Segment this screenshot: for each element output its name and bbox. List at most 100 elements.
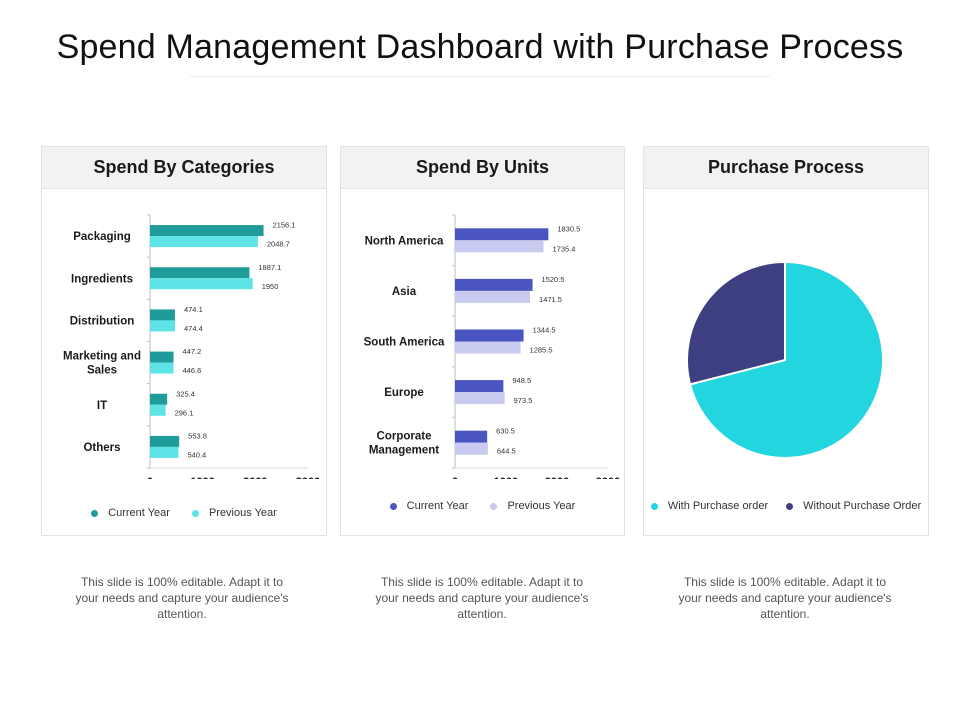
- data-label-previous-asia: 1471.5: [539, 295, 562, 304]
- category-label-marketing-and-sales: Marketing and: [63, 351, 141, 363]
- bar-previous-distribution: [150, 320, 175, 332]
- legend-current-year-label: Current Year: [108, 507, 170, 519]
- category-label-asia: Asia: [392, 286, 417, 298]
- legend-with-purchase-order-marker: [650, 502, 658, 510]
- legend-previous-year-label: Previous Year: [507, 500, 576, 512]
- category-label-marketing-and-sales: Sales: [87, 365, 117, 377]
- data-label-previous-it: 296.1: [175, 408, 194, 417]
- legend-with-purchase-order: With Purchase order: [650, 500, 769, 512]
- data-label-previous-marketing-and-sales: 446.6: [183, 366, 202, 375]
- legend-previous-year: Previous Year: [490, 500, 575, 512]
- bar-current-others: [150, 435, 180, 447]
- bar-current-distribution: [150, 309, 175, 321]
- x-tick-label-1000: 1000: [494, 476, 518, 479]
- data-label-previous-europe: 973.5: [514, 396, 533, 405]
- data-label-previous-others: 540.4: [187, 450, 206, 459]
- bar-current-packaging: [150, 225, 264, 237]
- units-legend: Current Year Previous Year: [341, 500, 624, 512]
- data-label-current-asia: 1520.5: [542, 275, 565, 284]
- category-label-ingredients: Ingredients: [71, 273, 133, 285]
- categories-note: This slide is 100% editable. Adapt it to…: [75, 575, 289, 621]
- data-label-current-packaging: 2156.1: [273, 221, 296, 230]
- units-note: This slide is 100% editable. Adapt it to…: [375, 575, 589, 621]
- bar-current-corporate-management: [455, 430, 488, 443]
- page-title: Spend Management Dashboard with Purchase…: [56, 28, 904, 66]
- categories-legend: Current Year Previous Year: [42, 507, 326, 519]
- data-label-current-ingredients: 1887.1: [258, 263, 281, 272]
- purchase-process-pie-chart: [686, 260, 884, 459]
- bar-previous-north-america: [455, 240, 544, 253]
- bar-previous-packaging: [150, 236, 258, 248]
- x-tick-label-2000: 2000: [545, 476, 569, 479]
- bar-previous-corporate-management: [455, 442, 488, 455]
- legend-without-purchase-order-label: Without Purchase Order: [803, 500, 922, 512]
- purchase-note: This slide is 100% editable. Adapt it to…: [678, 575, 892, 621]
- data-label-previous-corporate-management: 644.5: [497, 447, 516, 456]
- category-label-it: IT: [97, 400, 107, 412]
- category-label-packaging: Packaging: [73, 231, 131, 243]
- bar-current-ingredients: [150, 267, 250, 279]
- data-label-current-it: 325.4: [176, 389, 195, 398]
- spend-by-categories-chart: 0 1000 2000 3000 Packaging 2156.1 2048.7 Ingred…: [63, 214, 320, 479]
- data-label-current-marketing-and-sales: 447.2: [183, 347, 202, 356]
- data-label-previous-packaging: 2048.7: [267, 240, 290, 249]
- spend-by-categories-header: Spend By Categories: [42, 147, 326, 189]
- legend-current-year-label: Current Year: [406, 500, 469, 512]
- data-label-current-distribution: 474.1: [184, 305, 203, 314]
- legend-previous-year-marker: [490, 502, 498, 510]
- legend-current-year: Current Year: [389, 500, 469, 512]
- bar-current-marketing-and-sales: [150, 351, 174, 363]
- x-tick-label-2000: 2000: [243, 476, 267, 479]
- pie-slice-with-purchase-order: [688, 260, 884, 459]
- purchase-legend: With Purchase order Without Purchase Ord…: [644, 500, 928, 512]
- legend-current-year-marker: [91, 509, 99, 517]
- category-label-north-america: North America: [365, 235, 444, 247]
- x-tick-label-3000: 3000: [296, 476, 320, 479]
- data-label-previous-north-america: 1735.4: [553, 244, 576, 253]
- category-label-corporate-management: Management: [369, 445, 439, 457]
- x-tick-label-0: 0: [147, 476, 153, 479]
- purchase-process-header: Purchase Process: [644, 147, 928, 189]
- legend-previous-year-marker: [191, 509, 199, 517]
- category-label-south-america: South America: [364, 337, 445, 349]
- legend-without-purchase-order: Without Purchase Order: [786, 500, 921, 512]
- bar-current-asia: [455, 278, 533, 291]
- bar-previous-south-america: [455, 341, 521, 354]
- category-label-corporate-management: Corporate: [377, 431, 432, 443]
- spend-by-categories-panel: Spend By Categories 0 1000 2000 3000 Packagi…: [41, 146, 327, 536]
- spend-by-units-panel: Spend By Units 0 1000 2000 3000 North Americ…: [340, 146, 625, 536]
- data-label-current-europe: 948.5: [512, 376, 531, 385]
- x-tick-label-3000: 3000: [596, 476, 620, 479]
- bar-previous-others: [150, 446, 179, 458]
- x-tick-label-1000: 1000: [190, 476, 214, 479]
- bar-previous-europe: [455, 392, 505, 405]
- category-label-others: Others: [83, 442, 120, 454]
- legend-previous-year: Previous Year: [191, 507, 277, 519]
- bar-previous-marketing-and-sales: [150, 362, 174, 374]
- title-divider: [190, 76, 770, 77]
- data-label-current-others: 553.8: [188, 431, 207, 440]
- legend-without-purchase-order-marker: [786, 502, 794, 510]
- bar-current-south-america: [455, 329, 524, 342]
- bar-previous-ingredients: [150, 278, 253, 290]
- legend-previous-year-label: Previous Year: [208, 507, 277, 519]
- category-label-distribution: Distribution: [70, 315, 135, 327]
- legend-with-purchase-order-label: With Purchase order: [667, 500, 769, 512]
- spend-by-units-header: Spend By Units: [341, 147, 624, 189]
- legend-current-year-marker: [389, 502, 397, 510]
- bar-current-north-america: [455, 228, 549, 241]
- bar-previous-asia: [455, 290, 531, 303]
- data-label-current-south-america: 1344.5: [533, 326, 556, 335]
- spend-by-units-chart: 0 1000 2000 3000 North America 1830.5 1735.4 As…: [364, 214, 620, 479]
- data-label-current-north-america: 1830.5: [557, 224, 580, 233]
- pie-slice-without-purchase-order: [686, 260, 786, 386]
- bar-previous-it: [150, 404, 166, 416]
- category-label-europe: Europe: [384, 387, 424, 399]
- x-tick-label-0: 0: [452, 476, 458, 479]
- legend-current-year: Current Year: [91, 507, 170, 519]
- data-label-previous-distribution: 474.4: [184, 324, 203, 333]
- data-label-previous-south-america: 1285.5: [530, 346, 553, 355]
- data-label-current-corporate-management: 630.5: [496, 427, 515, 436]
- bar-current-europe: [455, 380, 504, 393]
- purchase-process-panel: Purchase Process With Purchase order Wit…: [643, 146, 929, 536]
